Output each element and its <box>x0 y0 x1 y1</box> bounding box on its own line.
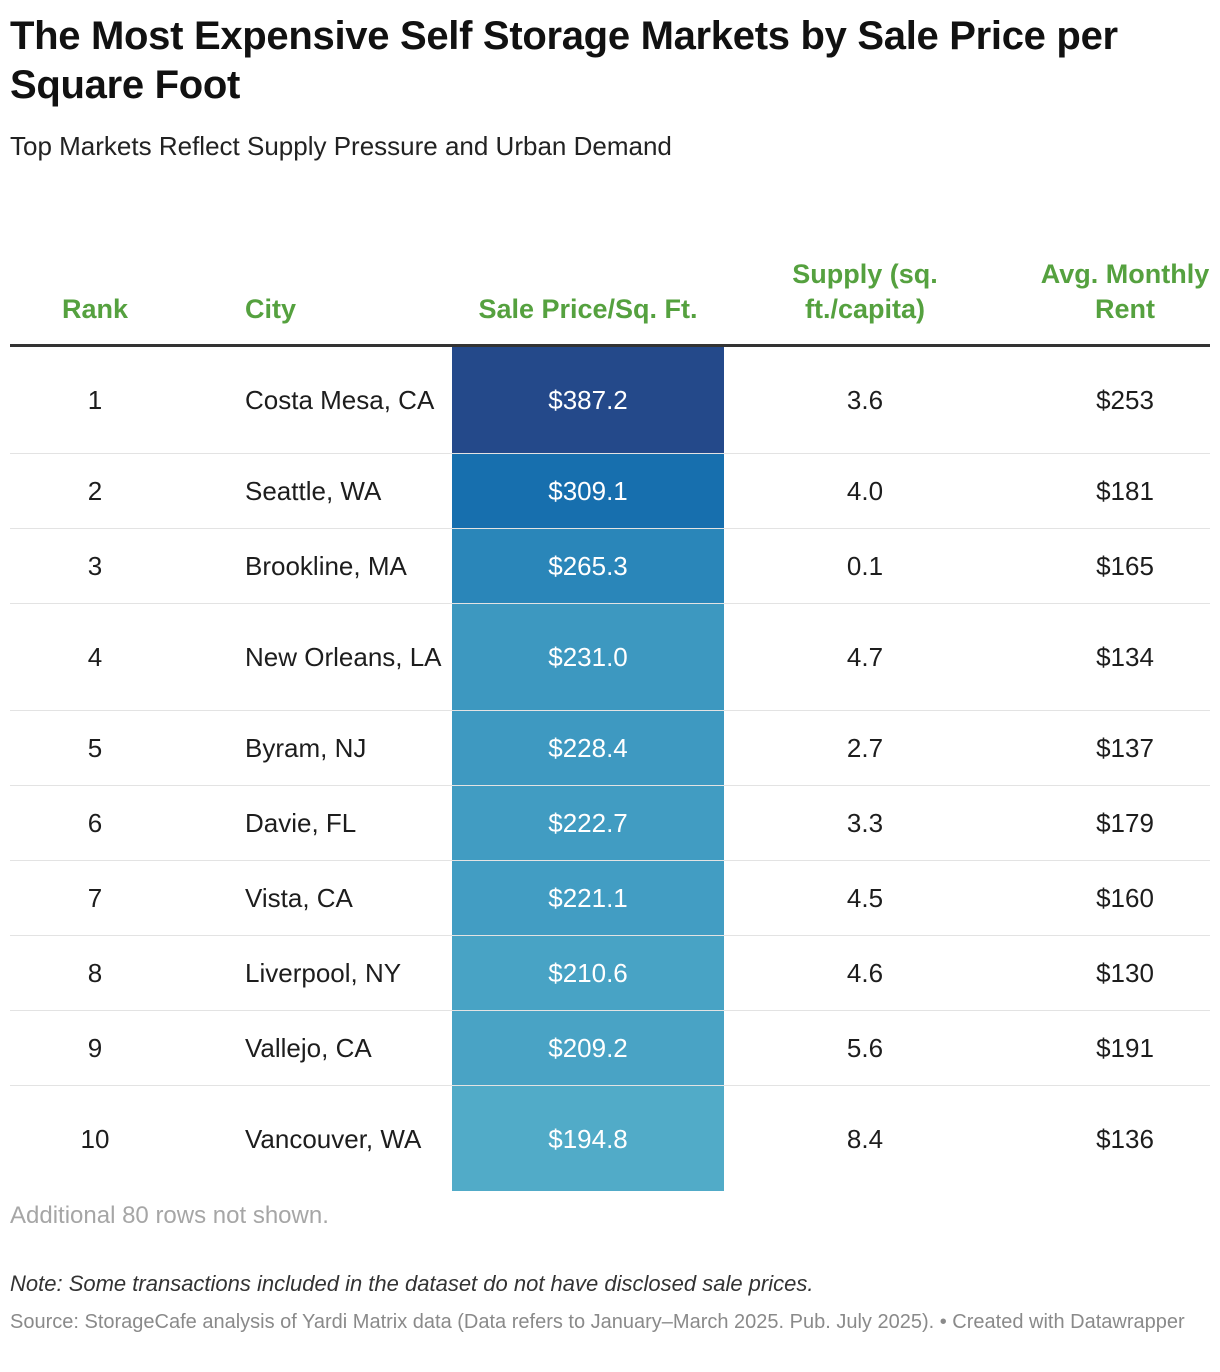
cell-rent: $179 <box>1096 808 1154 838</box>
cell-city: Vallejo, CA <box>245 1033 372 1063</box>
table-row: 9 Vallejo, CA $209.2 5.6 $191 <box>10 1011 1210 1086</box>
chart-subtitle: Top Markets Reflect Supply Pressure and … <box>10 131 672 161</box>
cell-rent: $181 <box>1096 476 1154 506</box>
cell-supply: 8.4 <box>846 1123 884 1154</box>
table-row: 2 Seattle, WA $309.1 4.0 $181 <box>10 454 1210 529</box>
cell-rank: 9 <box>87 1033 103 1063</box>
cell-supply: 5.6 <box>846 1033 884 1063</box>
cell-rent: $130 <box>1096 958 1154 988</box>
cell-rent: $160 <box>1096 883 1154 913</box>
cell-rank: 3 <box>87 551 103 581</box>
cell-city: Liverpool, NY <box>245 958 402 988</box>
heatmap-cell-price: $222.7 <box>452 786 724 860</box>
cell-rent: $253 <box>1096 385 1154 415</box>
cell-rank: 1 <box>87 385 103 415</box>
table-row: 4 New Orleans, LA $231.0 4.7 $134 <box>10 604 1210 711</box>
heatmap-cell-price: $221.1 <box>452 861 724 935</box>
cell-rank: 6 <box>87 808 103 838</box>
cell-rent: $136 <box>1096 1123 1154 1154</box>
table-row: 10 Vancouver, WA $194.8 8.4 $136 <box>10 1086 1210 1191</box>
heatmap-cell-price: $387.2 <box>452 347 724 453</box>
column-header-supply: Supply (sq. ft./capita) <box>792 259 938 324</box>
footnote: Note: Some transactions included in the … <box>10 1271 814 1296</box>
cell-rank: 5 <box>87 733 103 763</box>
cell-city: Seattle, WA <box>245 476 382 506</box>
chart-title: The Most Expensive Self Storage Markets … <box>10 14 1118 107</box>
column-header-price: Sale Price/Sq. Ft. <box>478 294 698 324</box>
cell-rent: $191 <box>1096 1033 1154 1063</box>
heatmap-cell-price: $309.1 <box>452 454 724 528</box>
table-row: 5 Byram, NJ $228.4 2.7 $137 <box>10 711 1210 786</box>
cell-rent: $137 <box>1096 733 1154 763</box>
heatmap-cell-price: $194.8 <box>452 1086 724 1191</box>
heatmap-cell-price: $228.4 <box>452 711 724 785</box>
cell-supply: 4.5 <box>846 883 884 913</box>
cell-rank: 7 <box>87 883 103 913</box>
cell-rank: 2 <box>87 476 103 506</box>
cell-city: Costa Mesa, CA <box>245 385 435 415</box>
table-header: Rank City Sale Price/Sq. Ft. Supply (sq.… <box>10 215 1210 345</box>
header-divider <box>10 344 1210 347</box>
cell-supply: 4.0 <box>846 476 884 506</box>
column-header-rank: Rank <box>61 294 129 324</box>
cell-city: New Orleans, LA <box>245 642 442 672</box>
source-credit: Source: StorageCafe analysis of Yardi Ma… <box>10 1311 1185 1333</box>
cell-rank: 4 <box>87 642 103 672</box>
cell-supply: 2.7 <box>846 733 884 763</box>
cell-city: Davie, FL <box>245 808 357 838</box>
heatmap-cell-price: $209.2 <box>452 1011 724 1085</box>
cell-supply: 0.1 <box>846 551 884 581</box>
cell-rank: 10 <box>80 1123 110 1154</box>
table-row: 6 Davie, FL $222.7 3.3 $179 <box>10 786 1210 861</box>
table-row: 8 Liverpool, NY $210.6 4.6 $130 <box>10 936 1210 1011</box>
cell-city: Brookline, MA <box>245 551 407 581</box>
heatmap-cell-price: $265.3 <box>452 529 724 603</box>
cell-city: Vancouver, WA <box>245 1123 422 1154</box>
cell-city: Byram, NJ <box>245 733 367 763</box>
table-row: 1 Costa Mesa, CA $387.2 3.6 $253 <box>10 347 1210 454</box>
heatmap-cell-price: $210.6 <box>452 936 724 1010</box>
cell-rent: $165 <box>1096 551 1154 581</box>
table-body: 1 Costa Mesa, CA $387.2 3.6 $253 2 Seattle, WA… <box>10 347 1210 1191</box>
cell-rank: 8 <box>87 958 103 988</box>
table-row: 7 Vista, CA $221.1 4.5 $160 <box>10 861 1210 936</box>
cell-supply: 3.3 <box>846 808 884 838</box>
table-row: 3 Brookline, MA $265.3 0.1 $165 <box>10 529 1210 604</box>
cell-supply: 4.7 <box>846 642 884 672</box>
column-header-city: City <box>245 294 297 324</box>
heatmap-cell-price: $231.0 <box>452 604 724 710</box>
rows-not-shown-note: Additional 80 rows not shown. <box>10 1202 329 1229</box>
cell-rent: $134 <box>1096 642 1154 672</box>
cell-city: Vista, CA <box>245 883 353 913</box>
cell-supply: 4.6 <box>846 958 884 988</box>
cell-supply: 3.6 <box>846 385 884 415</box>
column-header-rent: Avg. Monthly Rent <box>1040 259 1210 324</box>
